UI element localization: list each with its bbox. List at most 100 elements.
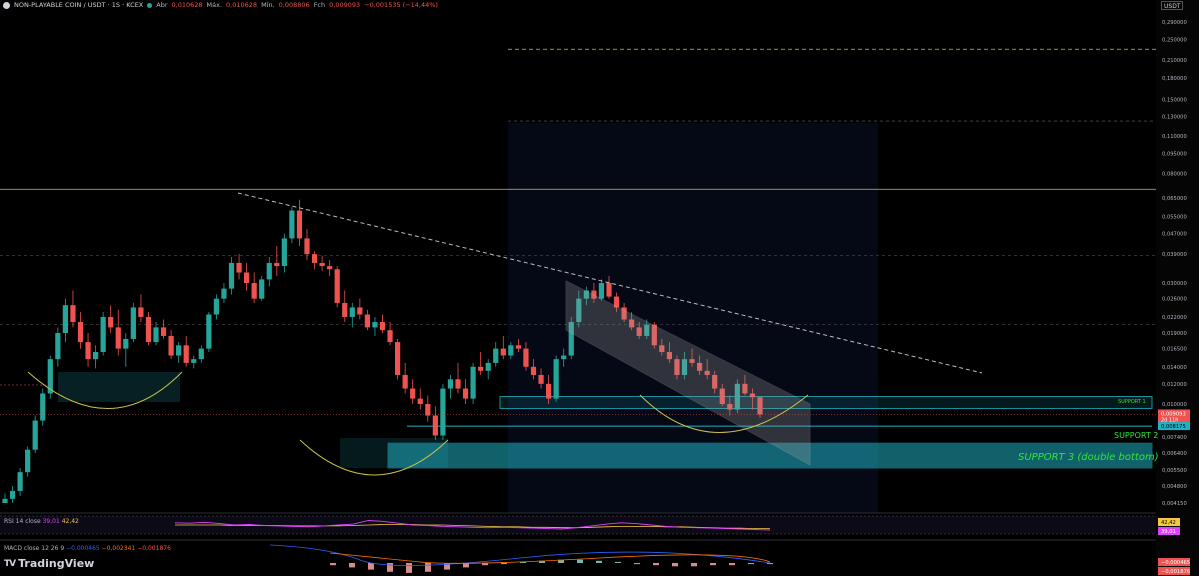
candle-body-85: [644, 324, 650, 336]
candle-body-83: [629, 319, 635, 328]
candle-body-13: [100, 316, 106, 353]
candle-body-53: [402, 374, 408, 389]
price-tick-0: 0,290000: [1162, 20, 1187, 26]
candle-body-72: [546, 383, 552, 399]
macd-hist-bar-1: [349, 563, 355, 568]
price-tick-25: 0,004150: [1162, 501, 1187, 507]
macd-hist-bar-18: [672, 563, 678, 567]
close-value: 0,009093: [329, 1, 361, 9]
candle-body-69: [523, 348, 529, 367]
candle-body-65: [493, 348, 499, 363]
candle-body-1: [9, 490, 16, 499]
candle-body-88: [666, 352, 672, 360]
cup-curve-right: [639, 394, 809, 433]
candle-body-73: [553, 359, 559, 399]
candle-body-44: [334, 269, 340, 303]
current-price-box: [1158, 409, 1190, 424]
macd-axis-value1: −0,000465: [1161, 560, 1190, 566]
macd-signal-line: [329, 552, 771, 564]
candle-body-45: [342, 302, 348, 317]
candle-body-24: [183, 345, 189, 363]
price-tick-10: 0,055000: [1162, 214, 1187, 220]
candle-body-21: [160, 327, 167, 336]
macd-hist-bar-21: [729, 563, 735, 566]
candle-body-35: [266, 262, 272, 280]
rsi-value1: 39,01: [42, 518, 60, 525]
coin-logo-icon: [3, 2, 10, 9]
price-tick-4: 0,150000: [1162, 98, 1187, 104]
countdown-label: 2d 11h: [1161, 417, 1178, 423]
tradingview-logo[interactable]: TV TradingView: [4, 557, 94, 570]
rsi-label: RSI 14 close: [4, 518, 41, 525]
macd-axis-box2: [1158, 567, 1190, 575]
macd-hist-bar-4: [406, 563, 412, 573]
support1-fill: [500, 396, 1152, 409]
candle-body-89: [674, 359, 680, 375]
candle-body-68: [515, 345, 521, 349]
candle-body-91: [689, 359, 695, 363]
price-tick-18: 0,014000: [1162, 365, 1187, 371]
candle-body-2: [17, 472, 23, 491]
rsi-value2: 42,42: [61, 518, 79, 525]
symbol-title[interactable]: NON-PLAYABLE COIN / USDT · 1S · KCEX: [14, 1, 144, 9]
candle-body-6: [47, 359, 53, 394]
candle-body-37: [281, 238, 287, 267]
chart-header: NON-PLAYABLE COIN / USDT · 1S · KCEX Abr…: [0, 0, 438, 11]
candle-body-34: [259, 279, 265, 299]
candle-body-32: [244, 272, 250, 283]
low-value: 0,008806: [278, 1, 310, 9]
rsi-axis-value2: 42,42: [1161, 520, 1176, 526]
price-tick-23: 0,005500: [1162, 468, 1187, 474]
candle-body-55: [417, 398, 423, 404]
candle-body-49: [372, 322, 378, 328]
support2-label: SUPPORT 2: [1114, 431, 1158, 440]
macd-hist-bar-11: [539, 560, 545, 563]
candle-body-92: [697, 362, 703, 371]
price-tick-15: 0,022000: [1162, 315, 1187, 321]
candle-body-66: [500, 348, 506, 356]
close-label: Fch: [313, 1, 326, 9]
macd-hist-bar-20: [710, 563, 716, 566]
currency-selector[interactable]: USDT: [1161, 1, 1183, 10]
macd-value: −0,000465: [66, 545, 100, 552]
candle-body-14: [108, 316, 114, 328]
candle-body-93: [704, 370, 710, 375]
macd-axis-value2: −0,001876: [1161, 569, 1190, 575]
candle-body-60: [455, 379, 461, 389]
macd-hist-bar-22: [748, 563, 754, 565]
rsi-axis-box2: [1158, 518, 1180, 526]
cup-curve-left: [27, 371, 183, 409]
price-tick-12: 0,039000: [1162, 252, 1187, 258]
price-tick-2: 0,210000: [1162, 58, 1187, 64]
candle-body-15: [115, 327, 121, 349]
candle-body-19: [145, 316, 152, 343]
candle-body-8: [62, 305, 68, 333]
candle-body-29: [221, 288, 227, 299]
candle-body-3: [25, 449, 31, 473]
macd-hist-bar-13: [577, 559, 583, 563]
cup-curve-mid: [299, 439, 449, 476]
candle-body-98: [742, 383, 748, 394]
rsi-line: [174, 520, 771, 531]
candle-body-56: [425, 404, 431, 416]
macd-hist-bar-7: [463, 563, 469, 568]
candle-body-47: [357, 307, 363, 315]
candle-body-4: [32, 420, 38, 450]
candle-body-40: [304, 238, 310, 255]
support1-zone: [499, 396, 1153, 409]
candle-body-26: [198, 348, 204, 360]
open-label: Abr: [156, 1, 168, 9]
candle-body-86: [651, 324, 657, 346]
candle-body-30: [228, 262, 235, 289]
macd-hist-bar-10: [520, 561, 526, 563]
candle-body-51: [387, 330, 393, 343]
rsi-legend[interactable]: RSI 14 close 39,01 42,42: [4, 518, 79, 525]
candle-body-77: [583, 290, 589, 299]
change-value: −0,001535 (−14,44%): [364, 1, 438, 9]
price-tick-16: 0,019000: [1162, 331, 1187, 337]
macd-legend[interactable]: MACD close 12 26 9 −0,000465 −0,002341 −…: [4, 545, 171, 552]
macd-hist-bar-5: [425, 563, 431, 572]
left-zone: [58, 372, 180, 402]
price-tick-22: 0,006400: [1162, 451, 1187, 457]
